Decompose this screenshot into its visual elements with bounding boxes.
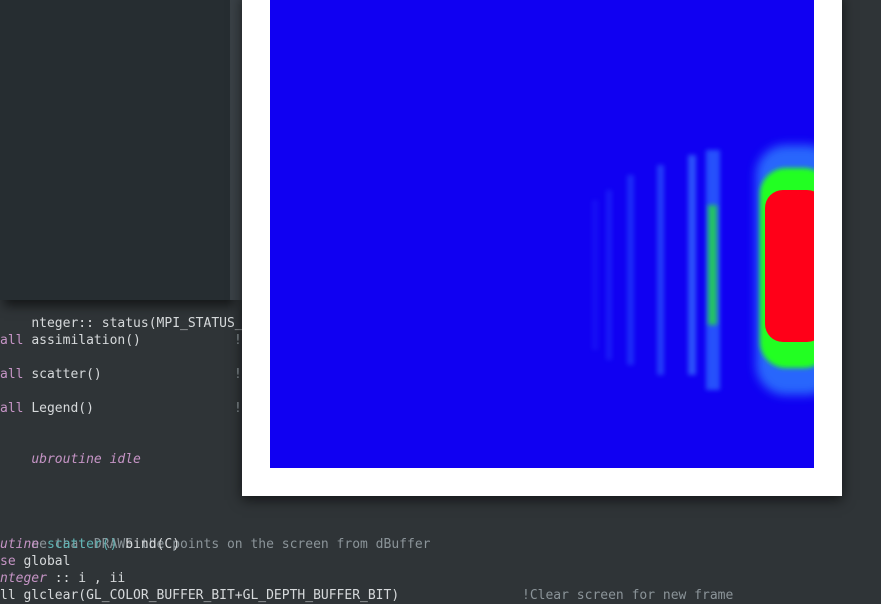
variable-list: :: i , ii: [46, 571, 126, 586]
code-line-call-assimilation: all assimilation()!: [0, 332, 242, 349]
wave-band: [592, 200, 598, 350]
bind-clause: bind(C): [117, 537, 181, 552]
call-statement: ll glclear(GL_COLOR_BUFFER_BIT+GL_DEPTH_…: [0, 588, 400, 603]
subroutine-name: scatter(): [46, 537, 118, 552]
wave-band: [688, 155, 696, 375]
inline-comment: !: [234, 401, 242, 416]
code-line-call-legend: all Legend()!: [0, 400, 242, 417]
inline-comment: !: [234, 333, 242, 348]
keyword: utine: [0, 537, 40, 552]
wave-band: [606, 190, 612, 360]
code-line-end-subroutine: ubroutine idle: [0, 434, 141, 485]
inline-comment: !Clear screen for new frame: [522, 588, 734, 603]
code-line-status-decl: nteger:: status(MPI_STATUS_SIZE): [31, 316, 282, 331]
keyword: all: [0, 401, 24, 416]
code-line-call-scatter: all scatter()!: [0, 366, 242, 383]
wave-band: [627, 175, 634, 365]
keyword: all: [0, 367, 24, 382]
code-line-integer-decl: nteger :: i , ii: [0, 570, 125, 587]
side-panel: [0, 0, 230, 300]
wave-band: [657, 165, 664, 375]
blob-core: [765, 190, 814, 342]
comment-text: ne that DRAWS the points on the screen f…: [31, 537, 431, 552]
side-panel-scrollbar[interactable]: [230, 0, 242, 300]
heatmap-render: [270, 0, 814, 468]
wave-band-green: [708, 205, 717, 325]
plot-canvas: [270, 0, 814, 468]
module-name: global: [15, 554, 71, 569]
call-target: assimilation(): [31, 333, 141, 348]
call-target: scatter(): [31, 367, 102, 382]
code-line-comment: ne that DRAWS the points on the screen f…: [0, 519, 430, 570]
keyword: nteger: [0, 571, 47, 586]
code-line-use-global: se global: [0, 553, 70, 570]
code-line-subroutine-decl: utine scatter() bind(C): [0, 536, 180, 553]
field-background: [270, 0, 814, 468]
inline-comment: !: [234, 367, 242, 382]
call-target: Legend(): [31, 401, 94, 416]
keyword: se: [0, 554, 16, 569]
code-line-glclear: ll glclear(GL_COLOR_BUFFER_BIT+GL_DEPTH_…: [0, 587, 733, 604]
keyword: all: [0, 333, 24, 348]
keyword: ubroutine idle: [31, 452, 141, 467]
plot-window[interactable]: [242, 0, 842, 496]
